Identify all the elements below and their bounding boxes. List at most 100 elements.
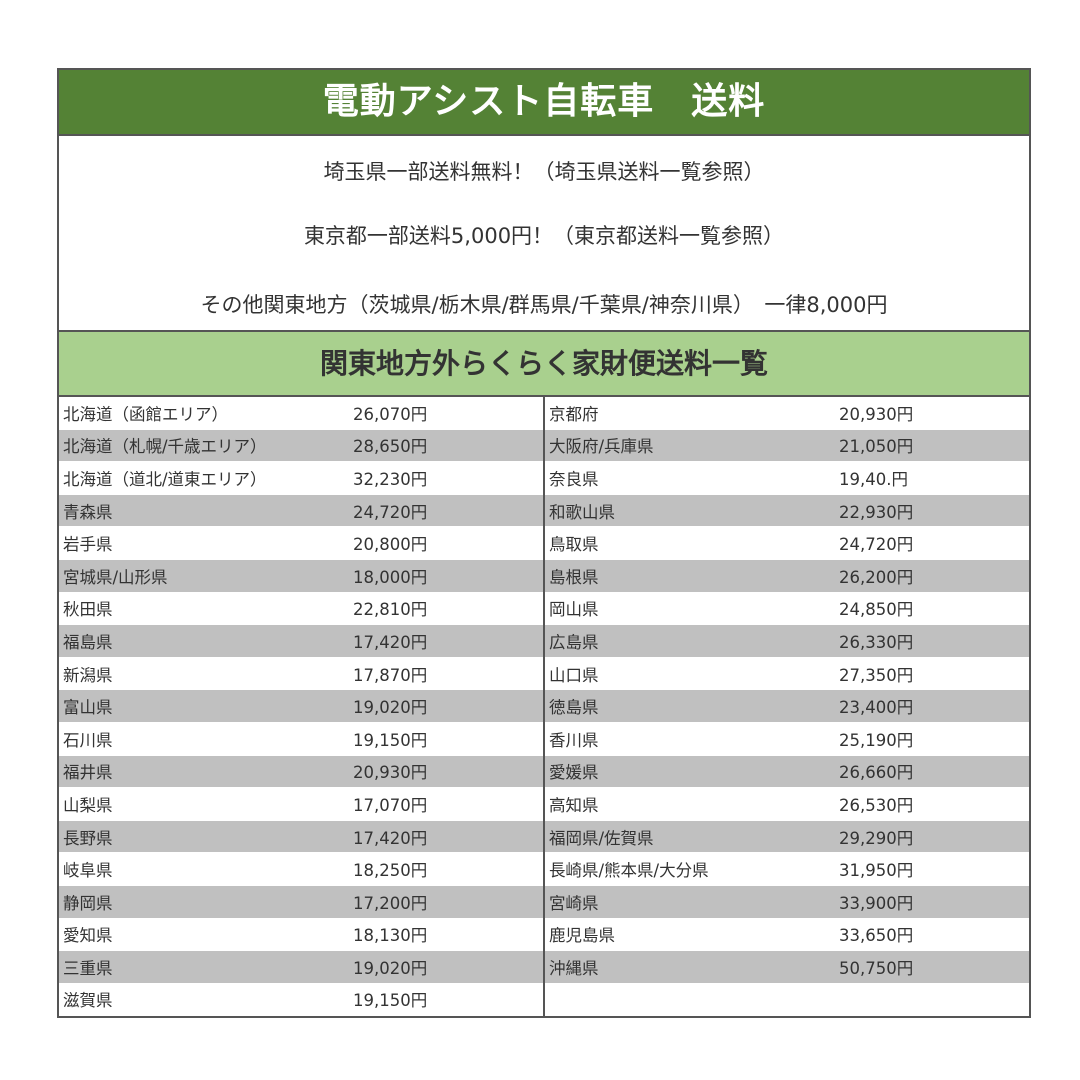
region-name: 長崎県/熊本県/大分県 <box>549 861 709 881</box>
table-row: 愛媛県 26,660円 <box>545 755 1029 789</box>
region-name: 愛知県 <box>63 926 113 946</box>
shipping-sheet: 電動アシスト自転車 送料 埼玉県一部送料無料！（埼玉県送料一覧参照） 東京都一部… <box>57 68 1031 1019</box>
table-row: 富山県 19,020円 <box>59 690 543 723</box>
table-row: 広島県 26,330円 <box>545 625 1029 658</box>
region-name: 山梨県 <box>63 795 113 815</box>
region-name: 北海道（道北/道東エリア） <box>63 469 267 489</box>
price-value: 26,660円 <box>839 763 914 783</box>
table-row: 長野県 17,420円 <box>59 820 543 854</box>
price-value: 22,930円 <box>839 502 914 522</box>
table-row: 奈良県 19,40.円 <box>545 462 1029 495</box>
region-name: 岐阜県 <box>63 861 113 881</box>
table-row: 宮崎県 33,900円 <box>545 885 1029 919</box>
table-row: 静岡県 17,200円 <box>59 885 543 919</box>
price-value: 31,950円 <box>839 861 914 881</box>
price-value: 19,150円 <box>353 730 428 750</box>
note-other-kanto: その他関東地方（茨城県/栃木県/群馬県/千葉県/神奈川県） 一律8,000円 <box>200 293 888 317</box>
table-row: 長崎県/熊本県/大分県 31,950円 <box>545 853 1029 886</box>
price-value: 25,190円 <box>839 730 914 750</box>
region-name: 山口県 <box>549 665 599 685</box>
price-value: 17,870円 <box>353 665 428 685</box>
price-value: 19,150円 <box>353 991 428 1011</box>
left-column: 北海道（函館エリア） 26,070円北海道（札幌/千歳エリア） 28,650円北海道… <box>59 397 545 1017</box>
price-value: 18,130円 <box>353 926 428 946</box>
region-name: 徳島県 <box>549 698 599 718</box>
region-name: 青森県 <box>63 502 113 522</box>
table-row: 秋田県 22,810円 <box>59 593 543 626</box>
price-value: 29,290円 <box>839 828 914 848</box>
table-row: 沖縄県 50,750円 <box>545 951 1029 984</box>
table-row: 山口県 27,350円 <box>545 658 1029 691</box>
price-value: 22,810円 <box>353 600 428 620</box>
price-value: 26,070円 <box>353 404 428 424</box>
region-name: 福島県 <box>63 632 113 652</box>
price-value: 28,650円 <box>353 437 428 457</box>
section-title: 関東地方外らくらく家財便送料一覧 <box>59 332 1029 397</box>
table-row <box>545 984 1029 1017</box>
table-row: 北海道（函館エリア） 26,070円 <box>59 397 543 430</box>
region-name: 滋賀県 <box>63 991 113 1011</box>
table-row: 香川県 25,190円 <box>545 723 1029 756</box>
price-value: 17,200円 <box>353 893 428 913</box>
table-row: 和歌山県 22,930円 <box>545 494 1029 528</box>
price-value: 24,720円 <box>353 502 428 522</box>
table-row: 京都府 20,930円 <box>545 397 1029 430</box>
note-tokyo: 東京都一部送料5,000円！（東京都送料一覧参照） <box>303 224 785 248</box>
price-value: 20,930円 <box>353 763 428 783</box>
table-row: 新潟県 17,870円 <box>59 658 543 691</box>
region-name: 静岡県 <box>63 893 113 913</box>
region-name: 鹿児島県 <box>549 926 615 946</box>
region-name: 沖縄県 <box>549 958 599 978</box>
region-name: 鳥取県 <box>549 535 599 555</box>
table-row: 岩手県 20,800円 <box>59 527 543 560</box>
region-name: 愛媛県 <box>549 763 599 783</box>
region-name: 岩手県 <box>63 535 113 555</box>
price-value: 26,530円 <box>839 795 914 815</box>
price-value: 33,900円 <box>839 893 914 913</box>
table-row: 青森県 24,720円 <box>59 494 543 528</box>
price-value: 19,020円 <box>353 958 428 978</box>
price-value: 17,420円 <box>353 828 428 848</box>
table-row: 滋賀県 19,150円 <box>59 984 543 1017</box>
price-value: 24,720円 <box>839 535 914 555</box>
price-value: 19,40.円 <box>839 469 908 489</box>
region-name: 香川県 <box>549 730 599 750</box>
table-row: 岐阜県 18,250円 <box>59 853 543 886</box>
price-value: 33,650円 <box>839 926 914 946</box>
region-name: 宮崎県 <box>549 893 599 913</box>
region-name: 宮城県/山形県 <box>63 567 168 587</box>
region-name: 岡山県 <box>549 600 599 620</box>
table-row: 石川県 19,150円 <box>59 723 543 756</box>
price-value: 18,250円 <box>353 861 428 881</box>
price-value: 32,230円 <box>353 469 428 489</box>
page-title: 電動アシスト自転車 送料 <box>59 70 1029 136</box>
table-row: 福井県 20,930円 <box>59 755 543 789</box>
region-name: 高知県 <box>549 795 599 815</box>
price-value: 18,000円 <box>353 567 428 587</box>
price-value: 21,050円 <box>839 437 914 457</box>
table-row: 岡山県 24,850円 <box>545 593 1029 626</box>
region-name: 新潟県 <box>63 665 113 685</box>
notes-section: 埼玉県一部送料無料！（埼玉県送料一覧参照） 東京都一部送料5,000円！（東京都… <box>59 136 1029 332</box>
region-name: 三重県 <box>63 958 113 978</box>
price-value: 50,750円 <box>839 958 914 978</box>
price-value: 20,930円 <box>839 404 914 424</box>
price-value: 20,800円 <box>353 535 428 555</box>
region-name: 奈良県 <box>549 469 599 489</box>
price-value: 17,420円 <box>353 632 428 652</box>
region-name: 長野県 <box>63 828 113 848</box>
region-name: 大阪府/兵庫県 <box>549 437 654 457</box>
region-name: 和歌山県 <box>549 502 615 522</box>
table-row: 島根県 26,200円 <box>545 559 1029 593</box>
note-saitama: 埼玉県一部送料無料！（埼玉県送料一覧参照） <box>323 160 765 184</box>
table-row: 徳島県 23,400円 <box>545 690 1029 723</box>
region-name: 福井県 <box>63 763 113 783</box>
price-value: 23,400円 <box>839 698 914 718</box>
price-value: 26,330円 <box>839 632 914 652</box>
region-name: 京都府 <box>549 404 599 424</box>
table-row: 高知県 26,530円 <box>545 788 1029 821</box>
price-value: 17,070円 <box>353 795 428 815</box>
price-table: 北海道（函館エリア） 26,070円北海道（札幌/千歳エリア） 28,650円北海道… <box>59 397 1029 1017</box>
price-value: 24,850円 <box>839 600 914 620</box>
region-name: 北海道（札幌/千歳エリア） <box>63 437 267 457</box>
